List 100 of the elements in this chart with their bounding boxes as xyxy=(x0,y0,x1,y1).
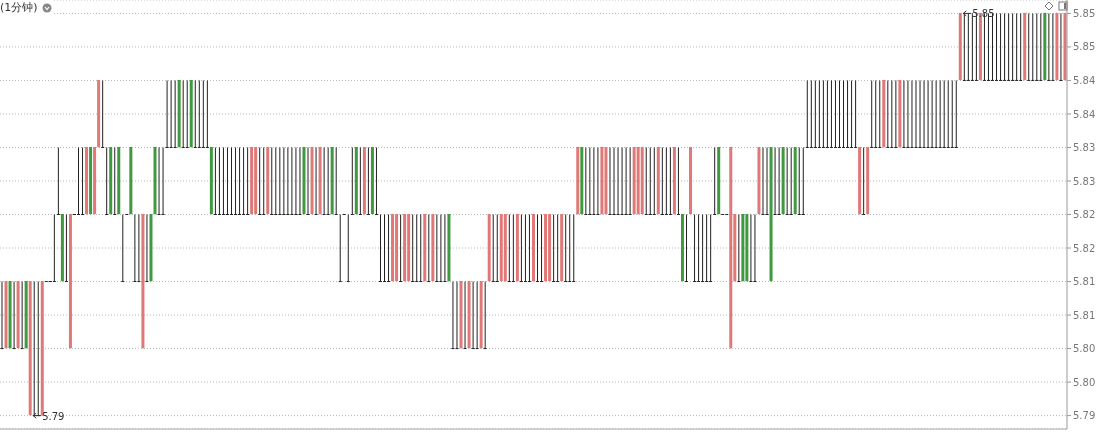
y-tick-label: 5.81 xyxy=(1073,276,1096,288)
candlestick xyxy=(926,80,930,148)
candlestick xyxy=(101,80,105,148)
candlestick xyxy=(584,147,588,215)
candlestick xyxy=(495,214,499,283)
candlestick xyxy=(540,214,544,283)
candlestick xyxy=(942,80,946,148)
candlestick xyxy=(439,214,443,283)
candlestick xyxy=(697,214,701,283)
candlestick xyxy=(761,147,765,215)
candlestick xyxy=(1019,13,1023,81)
candlestick xyxy=(483,281,487,350)
candlestick xyxy=(427,214,431,283)
candlestick xyxy=(705,214,709,283)
candlestick xyxy=(234,147,238,215)
candlestick xyxy=(797,147,801,215)
candlestick xyxy=(358,147,362,215)
candlestick xyxy=(737,214,741,283)
candlestick xyxy=(165,80,169,148)
candlestick xyxy=(230,147,234,215)
y-tick-label: 5.83 xyxy=(1073,175,1096,187)
candlestick xyxy=(213,147,217,215)
y-tick-label: 5.79 xyxy=(1073,410,1096,422)
candlestick xyxy=(886,80,890,148)
candlestick xyxy=(1047,13,1051,81)
candlestick xyxy=(378,214,382,283)
y-tick-label: 5.85 xyxy=(1073,41,1096,53)
candlestick xyxy=(197,80,201,148)
candlestick xyxy=(1031,13,1035,81)
candlestick xyxy=(262,147,266,215)
candlestick xyxy=(161,147,165,215)
candlestick xyxy=(519,214,523,283)
candlestick xyxy=(999,13,1003,81)
candlestick xyxy=(628,147,632,215)
candlestick xyxy=(419,214,423,283)
candlestick xyxy=(225,147,229,215)
candlestick xyxy=(350,147,354,215)
candlestick xyxy=(137,214,141,283)
candlestick xyxy=(676,147,680,215)
candlestick xyxy=(878,80,882,148)
candlestick xyxy=(201,80,205,148)
candlestick xyxy=(1007,13,1011,81)
candlestick xyxy=(185,80,189,148)
candlestick xyxy=(596,147,600,215)
candlestick xyxy=(411,214,415,283)
candlestick xyxy=(314,147,318,215)
candlestick xyxy=(572,214,576,283)
chart-title: (1分钟) xyxy=(0,0,38,15)
candlestick xyxy=(1059,13,1063,81)
candlestick xyxy=(644,147,648,215)
annotation: 5.85 xyxy=(972,8,995,20)
candlestick xyxy=(471,281,475,350)
candlestick xyxy=(1003,13,1007,81)
candlestick xyxy=(592,147,596,215)
candlestick xyxy=(624,147,628,215)
candlestick xyxy=(290,147,294,215)
candlestick xyxy=(922,80,926,148)
candlestick xyxy=(648,147,652,215)
candlestick xyxy=(334,147,338,215)
candlestick xyxy=(294,147,298,215)
candlestick xyxy=(1039,13,1043,81)
candlestick xyxy=(12,281,16,350)
candlestick xyxy=(801,147,805,215)
candlestick xyxy=(64,214,68,283)
candlestick xyxy=(765,147,769,215)
candlestick xyxy=(829,80,833,148)
candlestick xyxy=(962,13,966,81)
candlestick xyxy=(435,214,439,283)
candlestick xyxy=(854,80,858,148)
candlestick xyxy=(383,214,387,283)
candlestick xyxy=(20,281,24,350)
y-tick-label: 5.84 xyxy=(1073,108,1096,120)
candlestick xyxy=(113,147,117,215)
candlestick xyxy=(217,147,221,215)
candlestick xyxy=(1011,13,1015,81)
candlestick xyxy=(242,147,246,215)
candlestick xyxy=(588,147,592,215)
candlestick xyxy=(523,214,527,283)
candlestick xyxy=(874,80,878,148)
candlestick xyxy=(809,80,813,148)
candlestick xyxy=(258,147,262,215)
candlestick xyxy=(821,80,825,148)
y-tick-label: 5.80 xyxy=(1073,343,1096,355)
candlestick xyxy=(221,147,225,215)
candlestick xyxy=(837,80,841,148)
y-tick-label: 5.84 xyxy=(1073,74,1096,86)
candlestick xyxy=(709,214,713,283)
candlestick xyxy=(668,147,672,215)
candlestick xyxy=(193,80,197,148)
candlestick xyxy=(894,80,898,148)
candlestick xyxy=(415,214,419,283)
candlestick xyxy=(995,13,999,81)
candlestick xyxy=(322,147,326,215)
candlestick xyxy=(387,214,391,283)
candlestick xyxy=(81,147,85,215)
candlestick xyxy=(270,147,274,215)
candlestick xyxy=(846,80,850,148)
candlestick xyxy=(205,80,209,148)
candlestick xyxy=(693,214,697,283)
candlestick xyxy=(1035,13,1039,81)
